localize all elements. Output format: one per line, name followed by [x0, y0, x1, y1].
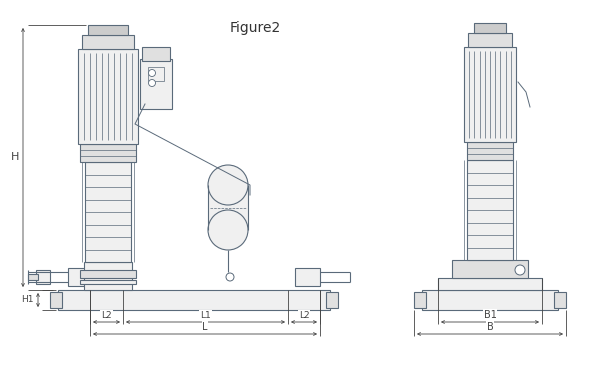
Bar	[438, 278, 542, 290]
Circle shape	[515, 265, 525, 275]
Bar	[88, 25, 128, 35]
Bar	[80, 280, 136, 284]
Bar	[422, 290, 558, 310]
Text: B1: B1	[484, 310, 496, 320]
Bar	[467, 160, 513, 260]
Bar	[468, 33, 512, 47]
Bar	[474, 23, 506, 33]
Bar	[142, 47, 170, 61]
Circle shape	[148, 69, 156, 76]
Text: H1: H1	[21, 295, 34, 304]
Bar	[464, 47, 516, 142]
Ellipse shape	[208, 165, 248, 205]
Text: L1: L1	[200, 311, 211, 320]
Bar	[295, 268, 320, 286]
Ellipse shape	[208, 210, 248, 250]
Bar	[140, 59, 172, 109]
Text: Figure2: Figure2	[230, 21, 281, 35]
Bar	[208, 185, 248, 230]
Text: B: B	[487, 322, 493, 332]
Bar	[467, 142, 513, 160]
Bar	[36, 270, 50, 284]
Bar	[58, 290, 330, 310]
Bar	[78, 49, 138, 144]
Bar	[85, 162, 131, 262]
Bar	[84, 262, 132, 290]
Bar	[68, 268, 93, 286]
Bar	[326, 292, 338, 308]
Text: L: L	[202, 322, 208, 332]
Text: H: H	[11, 153, 19, 163]
Circle shape	[148, 79, 156, 87]
Bar	[80, 270, 136, 278]
Bar	[554, 292, 566, 308]
Bar	[82, 35, 134, 49]
Bar	[452, 260, 528, 278]
Text: L2: L2	[299, 311, 309, 320]
Bar	[148, 67, 164, 81]
Bar	[50, 292, 62, 308]
Bar	[28, 274, 38, 280]
Circle shape	[226, 273, 234, 281]
Text: L2: L2	[101, 311, 112, 320]
Bar	[80, 144, 136, 162]
Bar	[414, 292, 426, 308]
